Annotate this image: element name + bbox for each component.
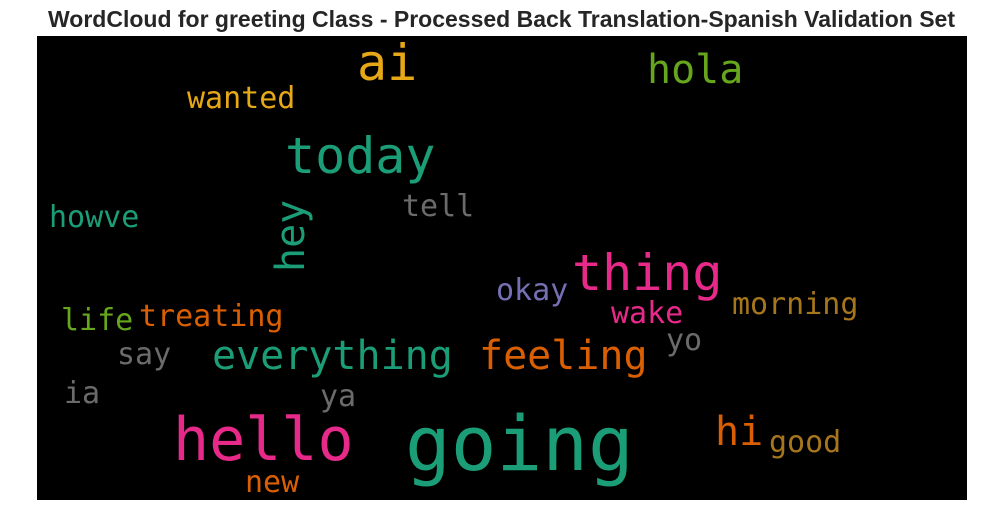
chart-title: WordCloud for greeting Class - Processed… [48,6,955,32]
word-thing: thing [572,244,723,302]
word-hello: hello [173,405,354,475]
word-wake: wake [611,296,684,331]
word-good: good [769,425,842,460]
word-cloud: ai hola wanted today tell howve hey thin… [37,36,967,500]
word-hola: hola [647,47,744,93]
word-going: going [405,399,634,488]
word-hey: hey [268,199,314,272]
word-ya: ya [320,379,357,414]
word-yo: yo [666,323,703,358]
word-everything: everything [212,333,453,379]
word-wanted: wanted [187,81,296,116]
word-life: life [61,303,134,338]
word-feeling: feeling [479,333,648,379]
word-treating: treating [139,299,284,334]
word-today: today [285,127,436,185]
word-new: new [245,465,300,500]
word-ai: ai [357,36,418,92]
word-hi: hi [715,409,764,455]
word-say: say [117,337,172,372]
word-tell: tell [402,189,475,224]
word-morning: morning [732,287,859,322]
word-okay: okay [496,273,569,308]
word-howve: howve [49,200,140,235]
word-ia: ia [64,376,101,411]
